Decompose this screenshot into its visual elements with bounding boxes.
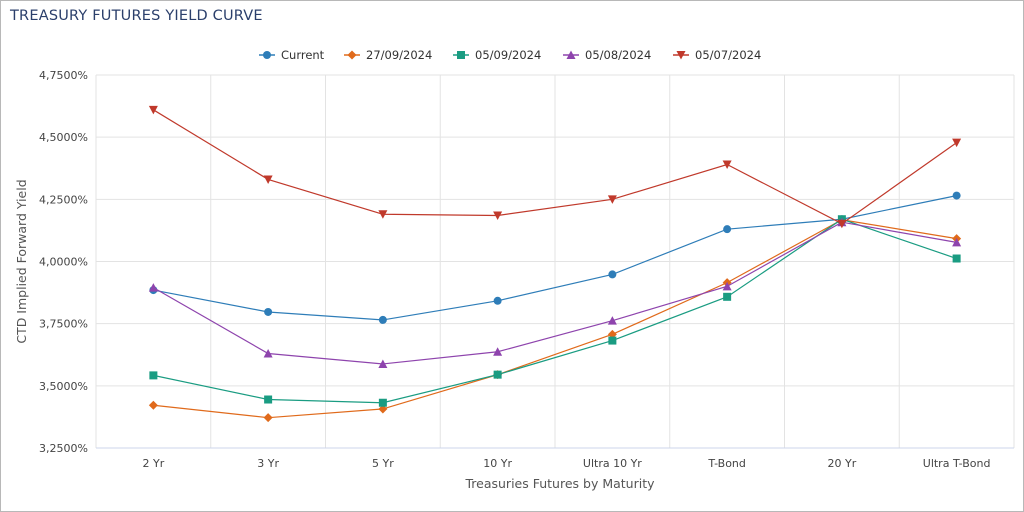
data-point — [608, 336, 617, 345]
legend-marker — [676, 51, 686, 60]
data-point — [264, 395, 273, 404]
data-point — [493, 370, 502, 379]
data-point — [608, 270, 617, 279]
legend-item: 27/09/2024 — [344, 48, 432, 62]
series-line — [153, 195, 957, 321]
data-point — [378, 210, 388, 219]
data-point — [952, 191, 961, 200]
series-line — [153, 109, 957, 225]
data-point — [723, 225, 732, 234]
data-point — [722, 160, 732, 170]
data-point — [148, 105, 158, 115]
data-point — [493, 211, 503, 220]
legend-label: 27/09/2024 — [366, 48, 432, 62]
x-axis-title: Treasuries Futures by Maturity — [464, 476, 655, 491]
data-point — [148, 400, 158, 410]
y-axis-title: CTD Implied Forward Yield — [14, 179, 29, 343]
data-point — [148, 283, 158, 292]
data-point — [952, 254, 961, 263]
x-tick-label: T-Bond — [707, 457, 746, 470]
data-point — [378, 398, 387, 407]
data-point — [264, 307, 273, 316]
legend-label: 05/08/2024 — [585, 48, 651, 62]
x-tick-label: 3 Yr — [257, 457, 279, 470]
legend-item: Current — [259, 48, 325, 62]
series-line — [153, 218, 957, 404]
data-point — [493, 296, 502, 305]
legend-marker — [347, 50, 357, 60]
series-line — [153, 219, 957, 419]
y-tick-label: 4,5000% — [39, 131, 88, 144]
legend-item: 05/09/2024 — [453, 48, 541, 62]
y-tick-label: 3,7500% — [39, 318, 88, 331]
data-point — [149, 371, 158, 380]
x-tick-label: Ultra T-Bond — [923, 457, 991, 470]
chart-title: TREASURY FUTURES YIELD CURVE — [10, 8, 263, 24]
legend-label: 05/09/2024 — [475, 48, 541, 62]
x-tick-label: Ultra 10 Yr — [583, 457, 642, 470]
x-tick-label: 10 Yr — [483, 457, 512, 470]
legend-label: Current — [281, 48, 325, 62]
y-tick-label: 3,5000% — [39, 380, 88, 393]
data-point — [722, 281, 732, 291]
series-line — [153, 221, 957, 365]
y-tick-label: 3,2500% — [39, 442, 88, 455]
x-tick-label: 2 Yr — [143, 457, 165, 470]
data-point — [607, 195, 617, 204]
data-point — [263, 349, 273, 358]
data-point — [263, 175, 273, 184]
x-tick-label: 20 Yr — [828, 457, 857, 470]
data-point — [378, 315, 387, 324]
legend-marker — [566, 50, 576, 59]
y-tick-label: 4,0000% — [39, 256, 88, 269]
series-4 — [148, 217, 962, 368]
legend-marker — [263, 51, 271, 59]
data-point — [952, 138, 962, 148]
legend-label: 05/07/2024 — [695, 48, 761, 62]
data-point — [378, 359, 388, 368]
data-point — [493, 347, 503, 356]
legend-marker — [457, 51, 465, 59]
y-tick-label: 4,7500% — [39, 69, 88, 82]
legend-item: 05/08/2024 — [563, 48, 651, 62]
y-tick-label: 4,2500% — [39, 193, 88, 206]
series-5 — [148, 105, 962, 229]
data-point — [263, 413, 273, 423]
x-tick-label: 5 Yr — [372, 457, 394, 470]
legend-item: 05/07/2024 — [673, 48, 761, 62]
data-point — [607, 316, 617, 325]
data-point — [723, 292, 732, 301]
data-point — [952, 237, 962, 247]
data-point — [837, 219, 847, 229]
